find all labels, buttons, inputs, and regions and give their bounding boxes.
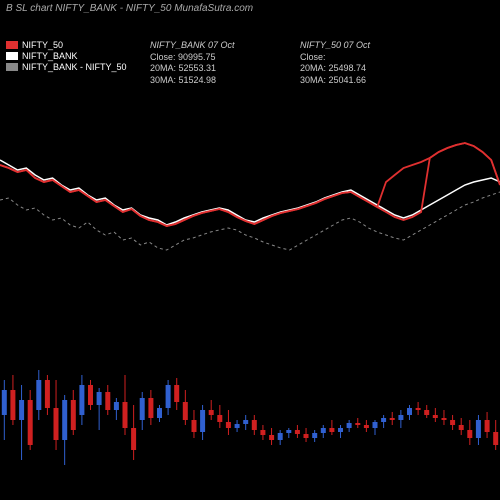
legend-swatch	[6, 52, 18, 60]
stats-left: NIFTY_BANK 07 Oct Close: 90995.75 20MA: …	[150, 40, 235, 87]
chart-header: B SL chart NIFTY_BANK - NIFTY_50 MunafaS…	[6, 3, 253, 14]
stats-close: Close:	[300, 52, 370, 64]
stats-ma30: 30MA: 25041.66	[300, 75, 370, 87]
legend-label: NIFTY_BANK	[22, 51, 78, 61]
stats-ma20: 20MA: 52553.31	[150, 63, 235, 75]
stats-right: NIFTY_50 07 Oct Close: 20MA: 25498.74 30…	[300, 40, 370, 87]
legend-swatch	[6, 41, 18, 49]
stats-title: NIFTY_50 07 Oct	[300, 40, 370, 52]
stats-ma20: 20MA: 25498.74	[300, 63, 370, 75]
candlestick-chart	[0, 320, 500, 480]
header-title: B SL chart NIFTY_BANK - NIFTY_50 MunafaS…	[6, 3, 253, 14]
legend-label: NIFTY_50	[22, 40, 63, 50]
legend-item: NIFTY_BANK	[6, 51, 127, 61]
legend-item: NIFTY_50	[6, 40, 127, 50]
stats-title: NIFTY_BANK 07 Oct	[150, 40, 235, 52]
legend-item: NIFTY_BANK - NIFTY_50	[6, 62, 127, 72]
stats-close: Close: 90995.75	[150, 52, 235, 64]
legend-swatch	[6, 63, 18, 71]
legend-label: NIFTY_BANK - NIFTY_50	[22, 62, 127, 72]
stats-ma30: 30MA: 51524.98	[150, 75, 235, 87]
line-chart	[0, 110, 500, 310]
legend: NIFTY_50 NIFTY_BANK NIFTY_BANK - NIFTY_5…	[6, 40, 127, 73]
